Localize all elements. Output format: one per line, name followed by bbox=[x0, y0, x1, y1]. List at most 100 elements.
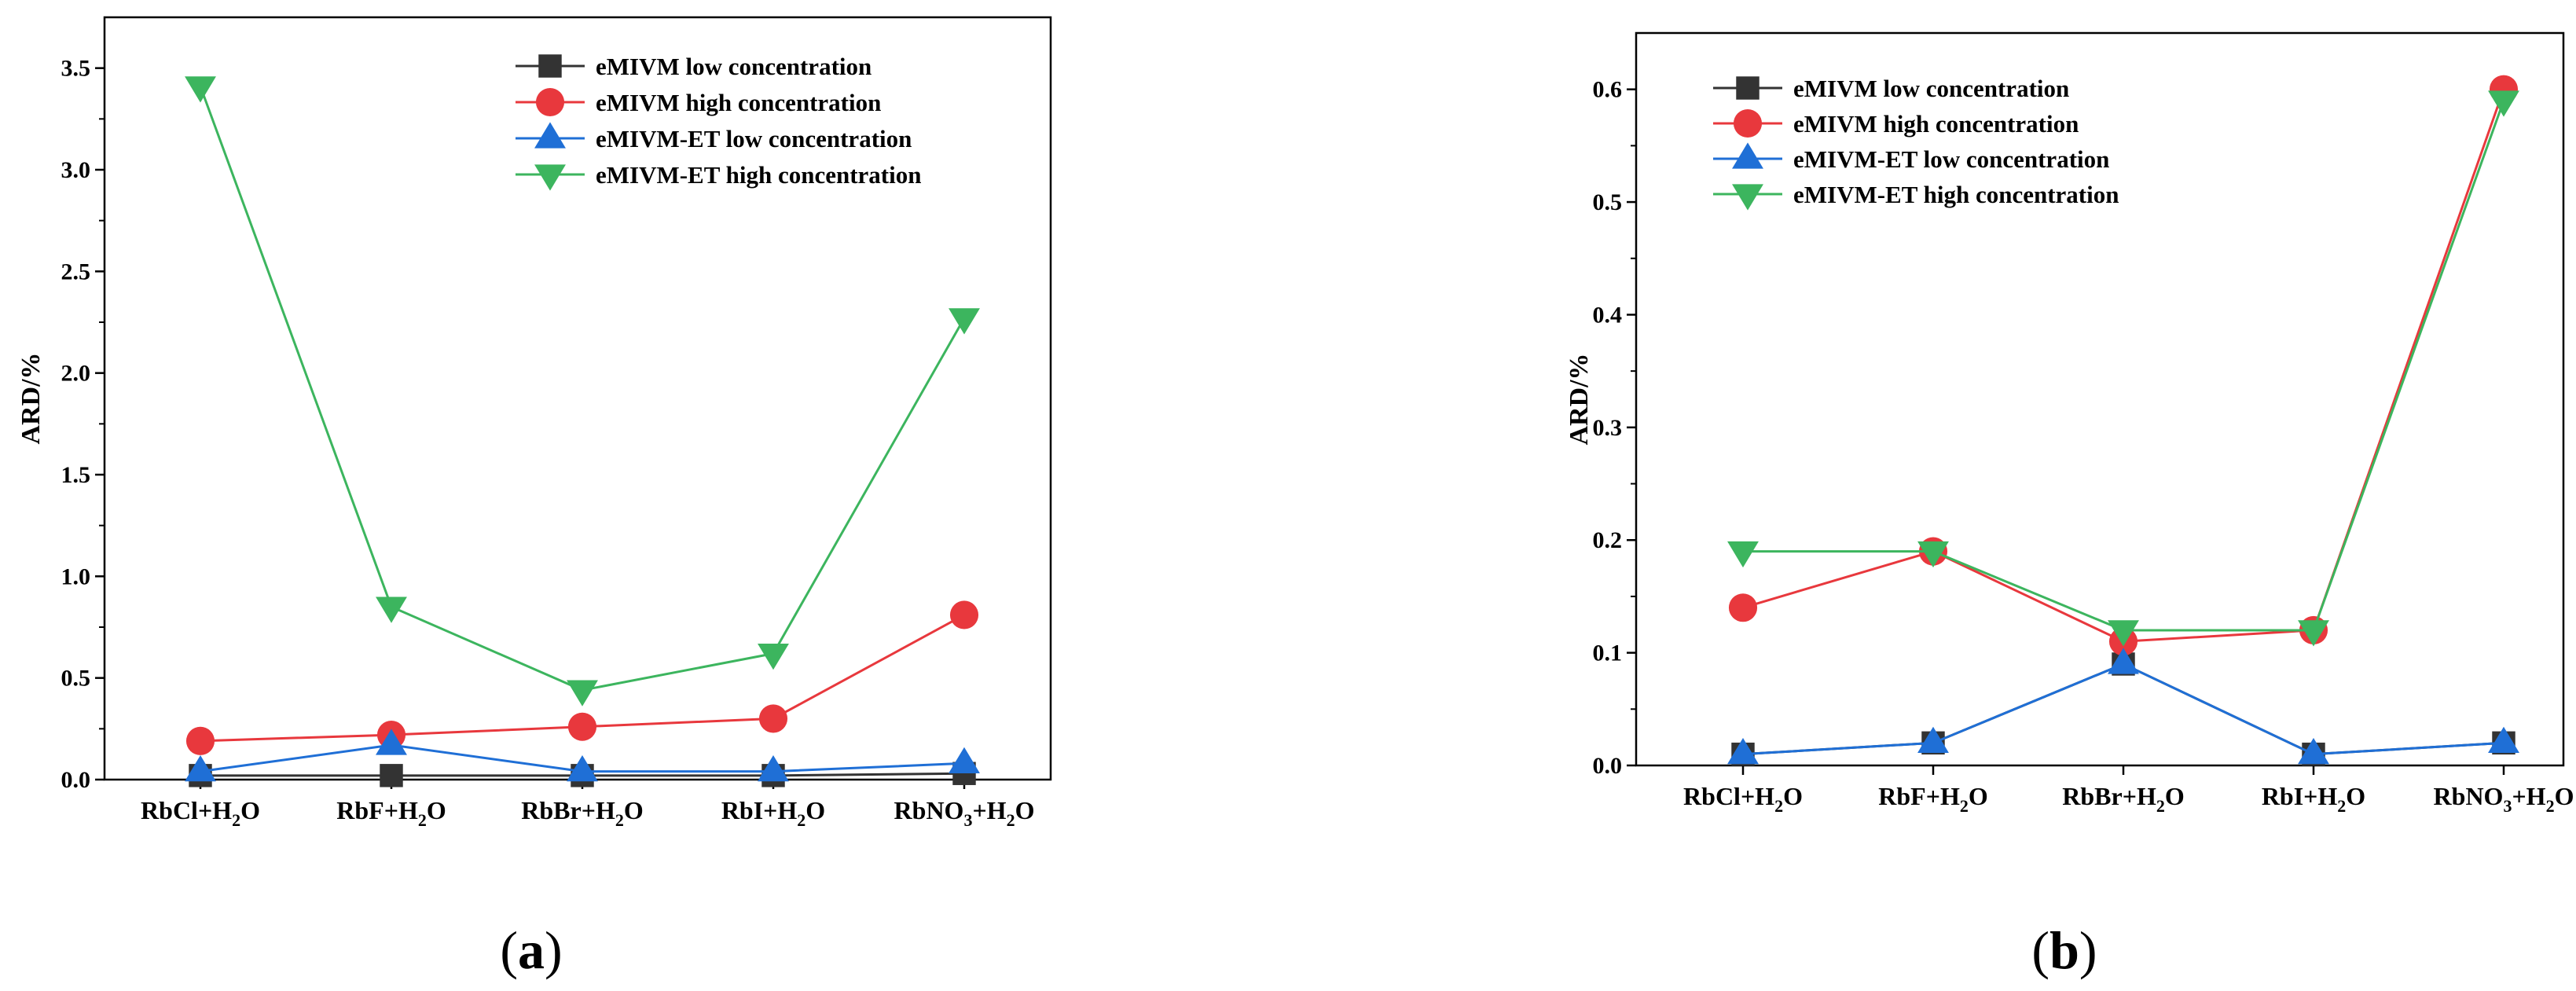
data-point bbox=[758, 755, 789, 782]
category-text: O bbox=[1015, 796, 1035, 824]
data-point bbox=[2108, 620, 2139, 647]
category-text: RbNO bbox=[894, 796, 964, 824]
category-subscript: 2 bbox=[1774, 796, 1783, 816]
category-subscript: 2 bbox=[615, 810, 624, 830]
category-subscript: 2 bbox=[1960, 796, 1969, 816]
series-1 bbox=[185, 600, 979, 755]
legend-label: eMIVM high concentration bbox=[596, 89, 881, 116]
legend-item: eMIVM-ET high concentration bbox=[1713, 181, 2119, 211]
category-text: O bbox=[1783, 782, 1803, 810]
x-category-label: RbCl+H2O bbox=[141, 796, 260, 830]
panel-label: (a) bbox=[500, 920, 562, 980]
x-category-label: RbBr+H2O bbox=[2062, 782, 2184, 816]
y-tick-label: 3.0 bbox=[61, 157, 91, 183]
x-category-label: RbCl+H2O bbox=[1683, 782, 1803, 816]
category-text: O bbox=[1969, 782, 1988, 810]
y-axis-label: ARD/% bbox=[17, 352, 46, 444]
category-text: RbBr+H bbox=[521, 796, 615, 824]
data-point bbox=[758, 643, 789, 670]
legend-item: eMIVM high concentration bbox=[516, 87, 881, 117]
legend-label: eMIVM-ET low concentration bbox=[596, 125, 912, 152]
category-subscript: 2 bbox=[2546, 796, 2555, 816]
legend-marker bbox=[1736, 76, 1760, 100]
data-point bbox=[2488, 90, 2519, 117]
data-point bbox=[2108, 648, 2139, 674]
legend-item: eMIVM low concentration bbox=[1713, 75, 2069, 102]
category-text: RbI+H bbox=[2262, 782, 2338, 810]
y-tick-label: 0.0 bbox=[1593, 753, 1623, 779]
data-point bbox=[376, 596, 407, 623]
legend-marker bbox=[1733, 108, 1763, 138]
data-point bbox=[2298, 620, 2329, 647]
data-point bbox=[758, 704, 788, 733]
x-category-label: RbNO3+H2O bbox=[2434, 782, 2574, 816]
data-point bbox=[2488, 726, 2519, 753]
x-category-label: RbNO3+H2O bbox=[894, 796, 1035, 830]
data-point bbox=[1917, 541, 1949, 568]
series-3 bbox=[1727, 90, 2519, 647]
legend-item: eMIVM low concentration bbox=[516, 53, 872, 80]
legend-item: eMIVM-ET low concentration bbox=[1713, 142, 2109, 173]
category-text: RbCl+H bbox=[141, 796, 232, 824]
y-tick-label: 2.5 bbox=[61, 259, 91, 284]
legend-marker bbox=[1732, 142, 1763, 169]
category-text: RbI+H bbox=[721, 796, 798, 824]
series-line bbox=[1742, 663, 2504, 756]
data-point bbox=[1727, 738, 1759, 765]
legend-label: eMIVM-ET high concentration bbox=[596, 161, 921, 189]
y-tick-label: 1.0 bbox=[61, 563, 91, 589]
x-category-label: RbF+H2O bbox=[1878, 782, 1987, 816]
legend-label: eMIVM low concentration bbox=[1793, 75, 2069, 102]
data-point bbox=[949, 600, 979, 629]
legend-label: eMIVM-ET low concentration bbox=[1793, 145, 2109, 173]
data-point bbox=[185, 76, 216, 103]
y-axis-label: ARD/% bbox=[1565, 353, 1594, 445]
data-point bbox=[567, 680, 598, 707]
category-subscript: 3 bbox=[2503, 796, 2512, 816]
y-tick-label: 1.5 bbox=[61, 462, 91, 488]
x-category-label: RbI+H2O bbox=[721, 796, 825, 830]
series-2 bbox=[1727, 648, 2519, 765]
panel-label: (b) bbox=[2031, 920, 2097, 980]
data-point bbox=[567, 712, 597, 741]
data-point bbox=[2298, 738, 2329, 765]
category-text: RbBr+H bbox=[2062, 782, 2156, 810]
legend-label: eMIVM-ET high concentration bbox=[1793, 181, 2119, 208]
category-text: +H bbox=[972, 796, 1006, 824]
series-2 bbox=[185, 729, 980, 782]
legend-label: eMIVM high concentration bbox=[1793, 110, 2079, 138]
data-point bbox=[1917, 726, 1949, 753]
category-text: RbCl+H bbox=[1683, 782, 1774, 810]
y-tick-label: 0.5 bbox=[61, 666, 91, 692]
legend-marker bbox=[534, 164, 566, 191]
category-subscript: 2 bbox=[2156, 796, 2165, 816]
y-tick-label: 0.5 bbox=[1593, 189, 1623, 215]
category-text: RbNO bbox=[2434, 782, 2504, 810]
panel-paren: ( bbox=[2031, 920, 2049, 980]
legend-item: eMIVM-ET low concentration bbox=[516, 122, 912, 152]
data-point bbox=[185, 755, 216, 782]
y-tick-label: 0.2 bbox=[1593, 527, 1623, 553]
y-tick-label: 0.6 bbox=[1593, 77, 1623, 103]
y-tick-label: 0.4 bbox=[1593, 302, 1623, 328]
y-tick-label: 0.1 bbox=[1593, 640, 1623, 666]
data-point bbox=[567, 755, 598, 782]
category-subscript: 3 bbox=[963, 810, 972, 830]
category-text: O bbox=[624, 796, 644, 824]
category-text: +H bbox=[2512, 782, 2545, 810]
x-category-label: RbI+H2O bbox=[2262, 782, 2365, 816]
data-point bbox=[380, 764, 403, 787]
category-subscript: 2 bbox=[2337, 796, 2346, 816]
data-point bbox=[185, 726, 215, 755]
category-subscript: 2 bbox=[1007, 810, 1015, 830]
y-tick-label: 2.0 bbox=[61, 361, 91, 387]
legend-item: eMIVM high concentration bbox=[1713, 108, 2079, 138]
category-text: O bbox=[2555, 782, 2574, 810]
data-point bbox=[949, 747, 980, 773]
data-point bbox=[1727, 541, 1759, 568]
y-tick-label: 3.5 bbox=[61, 56, 91, 82]
panel-letter: b bbox=[2049, 920, 2079, 980]
